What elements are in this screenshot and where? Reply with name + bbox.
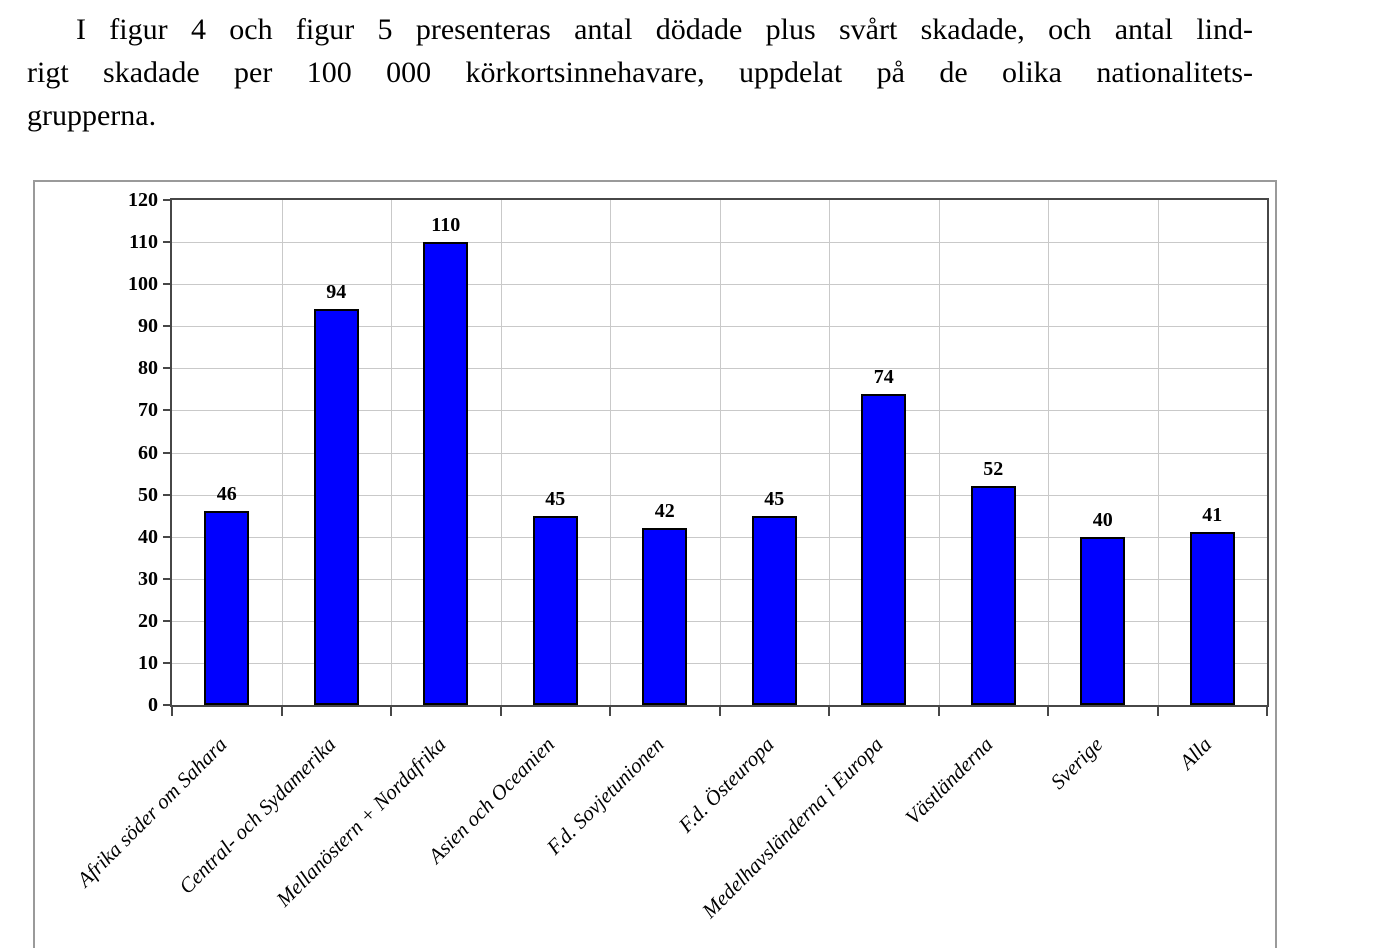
bar-value-label: 40 xyxy=(1092,508,1113,531)
y-axis-tick-label: 30 xyxy=(138,567,158,590)
gridline-vertical xyxy=(281,200,283,705)
bar xyxy=(1189,532,1235,705)
category-label: Sverige xyxy=(1045,732,1108,794)
y-axis-tick-label: 70 xyxy=(138,399,158,422)
y-axis-tick xyxy=(163,619,172,622)
bar xyxy=(313,309,359,705)
bar-value-label: 74 xyxy=(873,365,894,388)
gridline-vertical xyxy=(500,200,502,705)
y-axis-tick xyxy=(163,661,172,664)
x-axis-tick xyxy=(609,707,611,716)
category-label: F.d. Sovjetunionen xyxy=(542,732,670,860)
y-axis-tick-label: 100 xyxy=(128,273,158,296)
y-axis-tick-label: 0 xyxy=(148,694,158,716)
body-paragraph: I figur 4 och figur 5 presenteras antal … xyxy=(27,8,1253,137)
y-axis-tick xyxy=(163,241,172,244)
y-axis-tick xyxy=(163,367,172,370)
category-label: F.d. Östeuropa xyxy=(673,732,779,838)
x-axis-tick xyxy=(937,707,940,716)
x-axis-tick xyxy=(171,707,173,716)
bar-value-label: 52 xyxy=(983,458,1004,481)
y-axis-tick xyxy=(163,283,172,286)
x-axis-tick xyxy=(1047,707,1049,716)
bar-value-label: 45 xyxy=(764,487,785,510)
y-axis-tick xyxy=(163,409,172,412)
y-axis-tick-label: 50 xyxy=(138,483,158,506)
x-axis-tick xyxy=(280,707,283,716)
bar-value-label: 42 xyxy=(654,500,675,523)
y-axis-tick xyxy=(163,451,172,454)
y-axis-tick xyxy=(163,493,172,496)
bar-value-label: 94 xyxy=(326,281,347,304)
y-axis-tick xyxy=(163,325,172,328)
gridline-vertical xyxy=(719,200,721,705)
y-axis-tick-label: 10 xyxy=(138,651,158,674)
gridline-vertical xyxy=(1157,200,1159,705)
gridline-vertical xyxy=(391,200,392,705)
y-axis-tick xyxy=(163,577,172,580)
bar-value-label: 45 xyxy=(545,487,566,510)
x-axis-tick xyxy=(1156,707,1159,716)
y-axis-tick xyxy=(163,704,172,706)
y-axis-tick-label: 120 xyxy=(128,189,158,211)
y-axis-tick-label: 110 xyxy=(129,231,158,254)
y-axis-tick xyxy=(163,535,172,538)
gridline-vertical xyxy=(1048,200,1049,705)
x-axis-tick xyxy=(1266,707,1268,716)
paragraph-line-1: I figur 4 och figur 5 presenteras antal … xyxy=(76,13,1253,46)
category-label: Medelhavsländerna i Europa xyxy=(697,732,889,923)
plot-area: 46 94 110 45 42 45 74 52 40 41 xyxy=(170,198,1269,707)
x-axis-tick xyxy=(718,707,721,716)
bar xyxy=(861,393,907,705)
category-label: Västländerna xyxy=(900,732,998,830)
figure-chart: 46 94 110 45 42 45 74 52 40 41 0 10 20 30 40 50 60 70 80 9… xyxy=(33,180,1277,948)
y-axis-tick-label: 90 xyxy=(138,315,158,338)
y-axis-tick xyxy=(163,199,172,201)
bar-value-label: 110 xyxy=(431,214,461,237)
bar xyxy=(532,515,578,705)
y-axis-tick-label: 80 xyxy=(138,357,158,380)
x-axis-tick xyxy=(828,707,830,716)
gridline-vertical xyxy=(610,200,611,705)
paragraph-line-3: grupperna. xyxy=(27,99,157,132)
bar xyxy=(204,511,250,705)
x-axis-tick xyxy=(390,707,392,716)
gridline-vertical xyxy=(938,200,940,705)
bar-value-label: 41 xyxy=(1202,504,1223,527)
bar xyxy=(1080,536,1126,705)
x-axis-tick xyxy=(499,707,502,716)
bar xyxy=(423,242,469,705)
paragraph-line-2: rigt skadade per 100 000 körkortsinnehav… xyxy=(27,56,1253,89)
category-label: Alla xyxy=(1174,732,1217,775)
y-axis-tick-label: 40 xyxy=(138,525,158,548)
y-axis-tick-label: 20 xyxy=(138,609,158,632)
bar-value-label: 46 xyxy=(216,483,237,506)
y-axis-tick-label: 60 xyxy=(138,441,158,464)
bar xyxy=(970,486,1016,705)
gridline-vertical xyxy=(829,200,830,705)
bar xyxy=(751,515,797,705)
bar xyxy=(642,528,688,705)
